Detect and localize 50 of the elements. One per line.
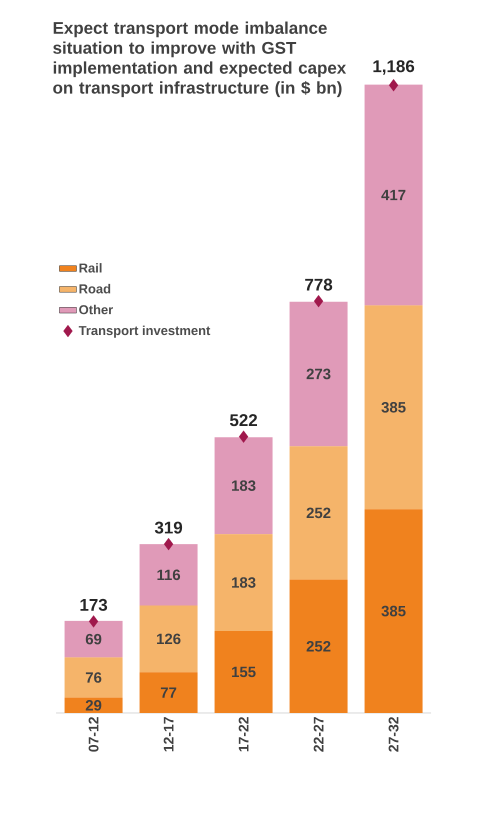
bar xyxy=(214,437,273,534)
data-label: 385 xyxy=(381,606,406,616)
data-label: 155 xyxy=(232,666,256,678)
data-label: 252 xyxy=(306,641,330,652)
data-label: 522 xyxy=(230,414,257,426)
bar xyxy=(140,672,198,713)
text: Expect transport mode imbalance situation to improve with GST implementation and expected capex on transport infrastructure (in $ bn) xyxy=(53,22,346,98)
point xyxy=(314,295,324,308)
data-label: 183 xyxy=(232,577,256,588)
data-label: 173 xyxy=(80,598,108,611)
bar xyxy=(290,302,348,446)
data-label: 319 xyxy=(154,522,182,534)
point xyxy=(88,615,98,628)
bar xyxy=(140,544,198,606)
bar xyxy=(364,305,423,510)
data-label: 273 xyxy=(306,368,330,380)
bar xyxy=(290,580,348,713)
data-label: 76 xyxy=(86,672,102,683)
point xyxy=(238,430,248,443)
data-label: 778 xyxy=(305,278,332,291)
bar xyxy=(364,84,423,306)
data-label: 1,186 xyxy=(373,60,414,75)
bar xyxy=(290,446,348,580)
data-label: 126 xyxy=(157,634,180,644)
legend-label: Other xyxy=(79,304,113,314)
x-tick-label: 12-17 xyxy=(164,717,174,752)
bar xyxy=(64,657,123,698)
x-tick-label: 17-22 xyxy=(238,717,248,752)
legend-label: Road xyxy=(79,284,110,294)
data-label: 183 xyxy=(232,480,256,491)
x-tick-label: 22-27 xyxy=(314,717,324,752)
legend-label: Rail xyxy=(79,263,102,273)
point xyxy=(164,538,174,550)
data-label: 385 xyxy=(381,402,406,413)
data-label: 252 xyxy=(306,508,330,518)
bar xyxy=(64,698,123,713)
bar xyxy=(140,606,198,672)
bar xyxy=(364,509,423,713)
point xyxy=(388,79,398,92)
data-label: 29 xyxy=(86,700,102,711)
legend-label: Transport investment xyxy=(78,326,210,338)
x-tick-label: 27-32 xyxy=(388,717,398,752)
bar xyxy=(214,630,273,713)
bar xyxy=(214,534,273,631)
data-label: 69 xyxy=(86,634,102,644)
data-label: 417 xyxy=(381,190,406,200)
data-label: 77 xyxy=(160,687,176,698)
bar xyxy=(64,620,123,658)
data-label: 116 xyxy=(157,570,180,580)
x-tick-label: 07-12 xyxy=(88,717,98,752)
